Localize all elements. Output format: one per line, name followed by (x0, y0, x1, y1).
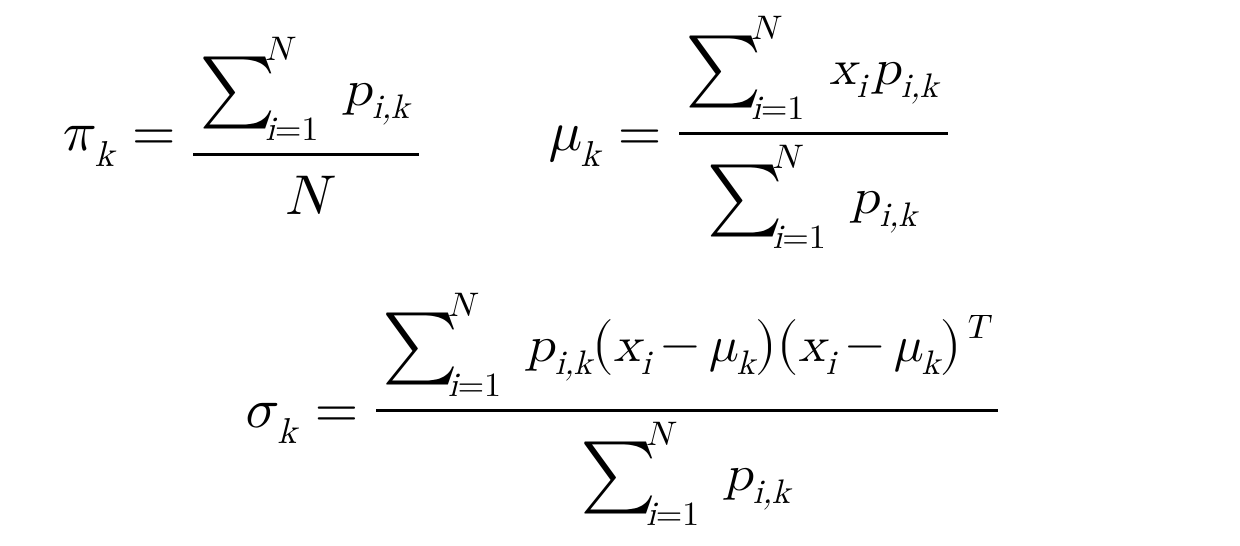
term-x-i: x i (829, 44, 866, 94)
symbol-pi: π (60, 105, 93, 161)
sum-upper-N: N (265, 33, 291, 67)
subscript-k: k (95, 137, 114, 173)
sum-lower-i1: i=1 (773, 221, 826, 255)
equation-sigma-k: σ k = ∑ N i=1 p i,k (242, 287, 998, 534)
sum-upper-N: N (751, 12, 777, 46)
math-formula-page: π k = ∑ N i=1 p i,k (0, 0, 1240, 546)
lhs-sigma-k: σ k (242, 382, 297, 438)
sum-lower-i1: i=1 (751, 92, 804, 126)
lhs-mu-k: μ k (549, 105, 600, 161)
denom-N: N (285, 164, 327, 231)
term-x-i: x i (798, 321, 835, 371)
equals-sign: = (132, 100, 176, 167)
equation-pi-k: π k = ∑ N i=1 p i,k (60, 31, 419, 235)
lhs-pi-k: π k (60, 105, 114, 161)
sum-upper-N: N (448, 289, 474, 323)
denominator: N (275, 160, 337, 235)
denominator: ∑ N i=1 p i,k (574, 416, 800, 534)
symbol-sigma: σ (242, 382, 276, 438)
sigma-glyph: ∑ (199, 53, 275, 125)
equals-sign: = (618, 100, 662, 167)
fraction-sigma-k: ∑ N i=1 p i,k ( x i (376, 287, 998, 534)
subscript-k: k (278, 414, 297, 450)
sigma-glyph: ∑ (685, 31, 761, 103)
summation: ∑ N i=1 (711, 143, 779, 253)
sigma-glyph: ∑ (707, 160, 783, 232)
fraction-pi-k: ∑ N i=1 p i,k N (193, 31, 419, 235)
sigma-glyph: ∑ (382, 308, 458, 380)
term-p-ik: p i,k (872, 44, 938, 94)
equation-row-2: σ k = ∑ N i=1 p i,k (0, 290, 1240, 530)
minus: − (660, 314, 699, 374)
sigma-glyph: ∑ (580, 437, 656, 509)
denominator: ∑ N i=1 p i,k (701, 139, 927, 257)
summation: ∑ N i=1 (689, 14, 757, 124)
fraction-mu-k: ∑ N i=1 x i p i,k (679, 10, 948, 257)
transpose-T: T (961, 329, 988, 363)
term-p-ik: p i,k (526, 321, 592, 371)
sum-upper-N: N (773, 141, 799, 175)
equation-mu-k: μ k = ∑ N i=1 x i (549, 10, 948, 257)
term-x-i: x i (614, 321, 651, 371)
fraction-bar (679, 132, 948, 135)
summation: ∑ N i=1 (584, 420, 652, 530)
term-mu-k: μ k (709, 321, 754, 371)
symbol-mu: μ (549, 105, 579, 161)
summation: ∑ N i=1 (203, 35, 271, 145)
rparen: ) (755, 316, 777, 372)
term-p-ik: p i,k (851, 173, 917, 223)
lparen: ( (592, 316, 614, 372)
equals-sign: = (315, 377, 359, 444)
fraction-bar (376, 409, 998, 412)
term-p-ik: p i,k (343, 65, 409, 115)
term-p-ik: p i,k (724, 450, 790, 500)
sum-upper-N: N (646, 418, 672, 452)
equation-row-1: π k = ∑ N i=1 p i,k (0, 18, 1240, 248)
term-mu-k: μ k (894, 321, 939, 371)
fraction-bar (193, 153, 419, 156)
sum-lower-i1: i=1 (448, 369, 501, 403)
summation: ∑ N i=1 (386, 291, 454, 401)
rparen: ) (940, 316, 962, 372)
sum-lower-i1: i=1 (646, 498, 699, 532)
sum-lower-i1: i=1 (265, 113, 318, 147)
numerator: ∑ N i=1 p i,k ( x i (376, 287, 998, 405)
numerator: ∑ N i=1 x i p i,k (679, 10, 948, 128)
subscript-k: k (581, 137, 600, 173)
lparen: ( (777, 316, 799, 372)
minus: − (845, 314, 884, 374)
numerator: ∑ N i=1 p i,k (193, 31, 419, 149)
